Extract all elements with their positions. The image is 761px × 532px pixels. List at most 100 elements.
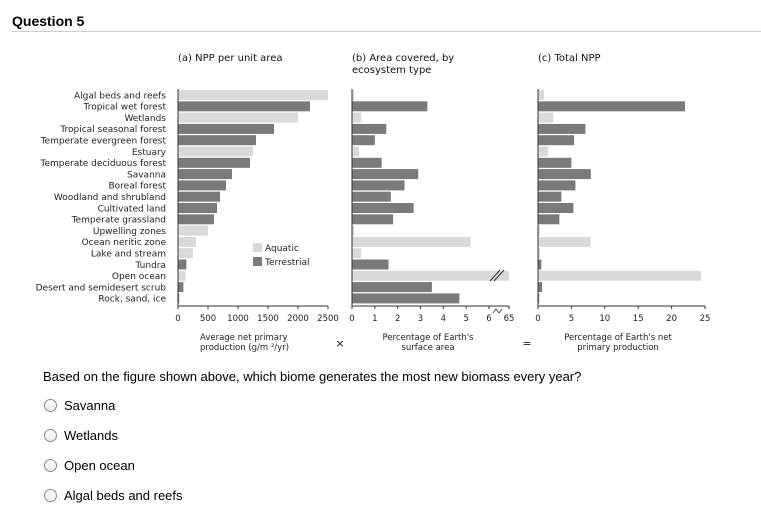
category-label: Boreal forest xyxy=(108,182,166,192)
radio-button[interactable] xyxy=(44,429,57,442)
bar-aquatic xyxy=(178,146,253,157)
bar-aquatic xyxy=(178,90,328,100)
tick-label: 2000 xyxy=(287,314,309,324)
bar-terrestrial xyxy=(538,101,685,112)
bar-terrestrial xyxy=(352,169,419,180)
legend-swatch-terrestrial xyxy=(253,257,262,266)
tick-label: 1500 xyxy=(257,314,279,324)
bar-aquatic xyxy=(178,248,193,259)
axis-break-mark xyxy=(493,269,505,282)
category-label: Tropical wet forest xyxy=(83,103,167,113)
bar-terrestrial xyxy=(178,135,256,146)
equals-operator: = xyxy=(522,337,531,350)
bar-aquatic xyxy=(178,225,208,236)
option-label: Algal beds and reefs xyxy=(64,488,183,503)
bar-terrestrial xyxy=(352,180,405,191)
option-savanna[interactable]: Savanna xyxy=(44,398,115,413)
bar-aquatic xyxy=(352,90,355,100)
panel-title: (b) Area covered, by xyxy=(352,53,454,64)
category-label: Upwelling zones xyxy=(93,227,166,237)
option-open-ocean[interactable]: Open ocean xyxy=(44,458,135,473)
bar-terrestrial xyxy=(352,191,391,202)
bar-terrestrial xyxy=(178,203,217,213)
tick-label: 5 xyxy=(569,314,574,324)
panel-title: (a) NPP per unit area xyxy=(178,53,282,64)
axis-break-mark xyxy=(492,308,503,314)
bar-aquatic xyxy=(538,225,541,236)
axis-label: Percentage of Earth's net xyxy=(564,333,672,343)
axis-label: Percentage of Earth's xyxy=(383,333,475,343)
ecosystem-npp-figure: Algal beds and reefs Tropical wet forestW… xyxy=(36,53,711,353)
category-label: Algal beds and reefs xyxy=(74,91,166,101)
bar-aquatic xyxy=(352,146,359,157)
bar-terrestrial xyxy=(538,214,560,225)
legend-swatch-aquatic xyxy=(253,243,262,252)
option-algal-beds-and-reefs[interactable]: Algal beds and reefs xyxy=(44,488,183,503)
bar-aquatic xyxy=(352,236,471,247)
bar-terrestrial xyxy=(538,157,572,168)
category-label: Desert and semidesert scrub xyxy=(36,283,167,293)
bar-terrestrial xyxy=(538,180,576,191)
radio-button[interactable] xyxy=(44,489,57,502)
bar-aquatic xyxy=(178,270,186,281)
category-label: Open ocean xyxy=(112,272,166,282)
bar-aquatic xyxy=(538,270,701,281)
axis-break-mark xyxy=(489,269,501,282)
axis-label: surface area xyxy=(401,343,454,353)
bar-aquatic xyxy=(352,270,509,281)
bar-terrestrial xyxy=(178,101,310,112)
bar-aquatic xyxy=(538,90,545,100)
category-label: Rock, sand, ice xyxy=(98,295,166,305)
tick-label: 2500 xyxy=(317,314,339,324)
bar-terrestrial xyxy=(538,259,542,270)
bar-aquatic xyxy=(352,248,362,259)
bar-terrestrial xyxy=(352,282,432,293)
bar-terrestrial xyxy=(178,169,232,180)
radio-button[interactable] xyxy=(44,459,57,472)
tick-label: 10 xyxy=(599,314,610,324)
category-label: Ocean neritic zone xyxy=(82,238,167,248)
bar-aquatic xyxy=(538,146,549,157)
option-label: Wetlands xyxy=(64,428,118,443)
bar-terrestrial xyxy=(178,259,187,270)
bar-terrestrial xyxy=(352,123,387,134)
tick-label: 1 xyxy=(372,314,377,324)
tick-label: 1000 xyxy=(227,314,249,324)
category-label: Estuary xyxy=(132,148,167,158)
bar-terrestrial xyxy=(538,282,543,293)
tick-label: 15 xyxy=(633,314,644,324)
tick-label: 4 xyxy=(441,314,446,324)
panel-title: (c) Total NPP xyxy=(538,53,601,64)
category-label: Wetlands xyxy=(124,114,166,124)
bar-aquatic xyxy=(178,112,298,123)
bar-terrestrial xyxy=(352,214,394,225)
bar-terrestrial xyxy=(352,135,375,146)
category-label: Tundra xyxy=(135,261,166,271)
axis-label: production (g/m ²/yr) xyxy=(200,343,289,353)
option-wetlands[interactable]: Wetlands xyxy=(44,428,118,443)
bar-terrestrial xyxy=(178,180,226,191)
bar-terrestrial xyxy=(538,135,575,146)
panel-title: ecosystem type xyxy=(352,65,431,76)
tick-label: 0 xyxy=(349,314,354,324)
category-label: Tropical seasonal forest xyxy=(59,125,166,135)
axis-label: primary production xyxy=(577,343,659,353)
bar-terrestrial xyxy=(178,293,180,304)
category-label: Temperate evergreen forest xyxy=(40,137,167,147)
tick-label: 20 xyxy=(666,314,677,324)
category-label: Temperate grassland xyxy=(71,216,166,226)
question-text: Based on the figure shown above, which b… xyxy=(43,369,582,384)
option-label: Savanna xyxy=(64,398,116,413)
bar-terrestrial xyxy=(178,214,214,225)
bar-aquatic xyxy=(538,236,591,247)
bar-terrestrial xyxy=(538,203,574,213)
tick-label: 65 xyxy=(504,314,515,324)
bar-terrestrial xyxy=(538,191,562,202)
question-title: Question 5 xyxy=(12,13,85,29)
radio-button[interactable] xyxy=(44,399,57,412)
bar-terrestrial xyxy=(178,123,274,134)
tick-label: 3 xyxy=(418,314,423,324)
tick-label: 2 xyxy=(395,314,400,324)
tick-label: 0 xyxy=(175,314,180,324)
bar-terrestrial xyxy=(352,293,460,304)
